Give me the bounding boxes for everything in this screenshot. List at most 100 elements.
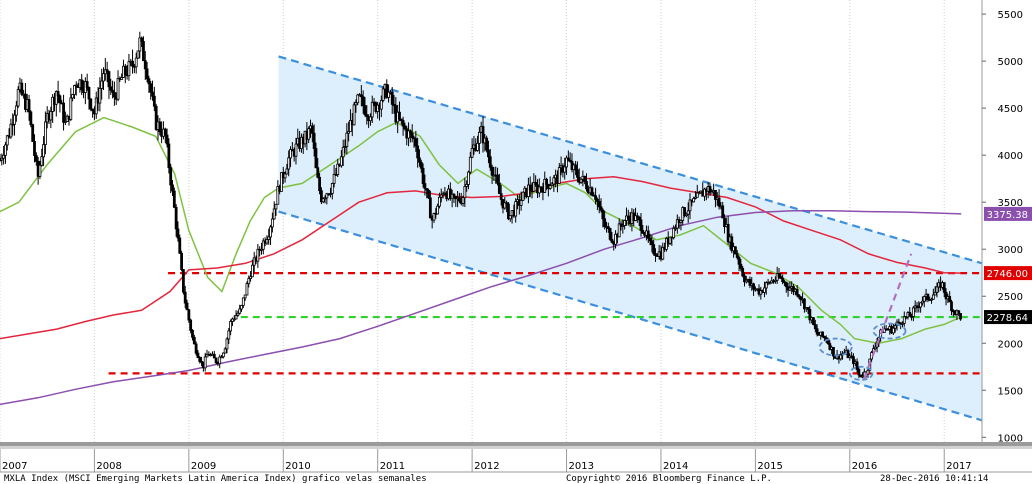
candle [270, 212, 274, 233]
candle [370, 95, 374, 124]
candle [508, 215, 512, 222]
candle-body [336, 163, 340, 175]
candle-body [138, 37, 142, 52]
candle-body [381, 88, 385, 101]
candle [608, 227, 612, 241]
candle [361, 90, 365, 114]
candle-body [661, 246, 665, 260]
candle-body [176, 228, 180, 239]
candle [398, 101, 401, 122]
candle-body [730, 236, 734, 252]
candle-body [100, 80, 104, 89]
candle [496, 167, 499, 186]
candle-body [893, 325, 897, 329]
candle-body [43, 121, 47, 145]
candle [545, 177, 548, 191]
y-tick-label: 3500 [998, 198, 1023, 209]
candle [9, 118, 13, 139]
candle-body [734, 246, 737, 255]
candle-body [788, 287, 792, 291]
candle-body [579, 178, 583, 183]
candle [341, 139, 345, 167]
candle [131, 49, 134, 74]
candle [590, 186, 594, 197]
candle-body [152, 95, 156, 107]
candle [194, 341, 198, 356]
candle-body [908, 312, 912, 317]
candle [610, 232, 614, 244]
candle-body [154, 105, 158, 130]
candle-body [748, 279, 752, 286]
candle-body [62, 102, 65, 123]
candle [414, 130, 418, 152]
candle [532, 173, 536, 193]
candle [467, 170, 470, 190]
candle-body [461, 197, 465, 204]
candle [356, 93, 360, 106]
candle [764, 281, 768, 295]
candle-body [33, 141, 36, 156]
candle [349, 109, 352, 132]
candle [812, 317, 815, 326]
candle [857, 366, 861, 379]
candle-body [4, 144, 7, 156]
candle-body [781, 277, 785, 283]
candle-body [196, 352, 200, 358]
candle-body [236, 312, 240, 316]
candle [347, 121, 351, 142]
candle-body [142, 41, 145, 62]
candle [708, 183, 712, 196]
candle-body [232, 318, 236, 321]
candle [172, 187, 176, 209]
candle [710, 188, 714, 194]
candle [846, 348, 850, 359]
candle-body [247, 278, 251, 284]
candle-body [416, 145, 420, 159]
candle-body [436, 205, 440, 215]
candle-body [267, 236, 271, 240]
candle-body [356, 94, 360, 104]
candle-body [347, 131, 351, 134]
candle-body [626, 215, 630, 220]
candle-body [29, 111, 33, 126]
candle-body [149, 83, 153, 93]
candle-body [272, 208, 276, 220]
candle [795, 284, 799, 298]
candle-body [763, 287, 766, 293]
candle [20, 79, 24, 97]
candle [149, 80, 153, 100]
channel-shading [278, 56, 982, 421]
candle [634, 207, 637, 222]
candle [408, 129, 412, 143]
candle-body [708, 186, 712, 194]
candle-body [957, 310, 961, 314]
candle [120, 73, 124, 80]
candle [735, 250, 739, 260]
candle [585, 173, 588, 192]
y-tick-label: 2500 [998, 292, 1023, 303]
candle [855, 358, 859, 373]
candle-body [477, 131, 481, 144]
candle-body [312, 132, 316, 149]
candle [688, 193, 692, 220]
candle [63, 111, 67, 126]
candle-body [634, 215, 637, 221]
candle [2, 145, 6, 165]
candle-body [639, 219, 643, 231]
candle-body [403, 125, 407, 130]
candle-body [507, 203, 510, 220]
candle-body [603, 218, 607, 228]
candle-body [241, 297, 245, 306]
candle [225, 337, 229, 354]
candle [948, 291, 952, 303]
candle-body [332, 173, 336, 184]
candle [606, 222, 610, 233]
candle-body [458, 197, 461, 202]
candle [318, 173, 321, 195]
candle-body [606, 226, 610, 229]
candle-body [54, 91, 58, 105]
candle-body [599, 206, 603, 211]
candle-body [828, 343, 832, 350]
candle-body [465, 184, 469, 187]
candle [385, 79, 389, 99]
